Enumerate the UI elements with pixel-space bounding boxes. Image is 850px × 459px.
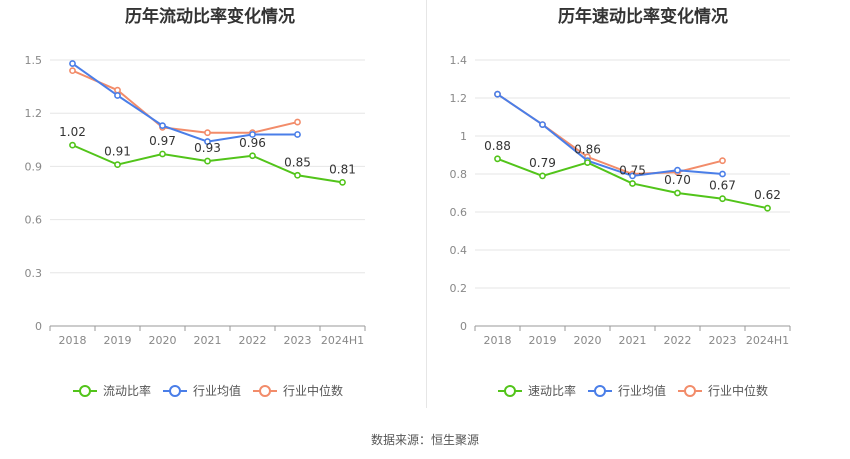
data-point xyxy=(114,86,121,94)
y-tick-label: 1.4 xyxy=(450,54,468,67)
x-tick-label: 2024H1 xyxy=(321,334,364,347)
data-point xyxy=(294,118,301,126)
data-point xyxy=(629,172,636,180)
legend-marker xyxy=(169,385,181,397)
data-point xyxy=(69,67,76,75)
data-point xyxy=(159,150,166,158)
data-point xyxy=(719,170,726,178)
data-source: 数据来源：恒生聚源 xyxy=(370,433,479,447)
data-label: 0.97 xyxy=(149,134,176,148)
data-label: 1.02 xyxy=(59,125,86,139)
legend-label[interactable]: 行业中位数 xyxy=(283,383,343,398)
data-point xyxy=(294,171,301,179)
y-tick-label: 1.5 xyxy=(25,54,43,67)
data-point xyxy=(294,131,301,138)
data-label: 0.70 xyxy=(664,173,691,187)
y-tick-label: 0 xyxy=(460,320,467,333)
data-point xyxy=(204,157,211,165)
x-tick-label: 2022 xyxy=(664,334,692,347)
data-point xyxy=(494,90,501,98)
data-label: 0.93 xyxy=(194,141,221,155)
x-tick-label: 2021 xyxy=(194,334,222,347)
y-tick-label: 1 xyxy=(460,130,467,143)
data-label: 0.96 xyxy=(239,136,266,150)
data-point xyxy=(539,121,546,128)
data-label: 0.91 xyxy=(104,145,131,159)
series-line-1 xyxy=(496,93,723,177)
data-point xyxy=(629,180,636,187)
data-point xyxy=(69,141,76,149)
series-line-2 xyxy=(72,69,298,134)
y-tick-label: 0.8 xyxy=(450,168,468,181)
legend-label[interactable]: 流动比率 xyxy=(103,383,151,398)
data-point xyxy=(204,138,211,145)
x-tick-label: 2021 xyxy=(619,334,647,347)
legend-label[interactable]: 速动比率 xyxy=(528,383,576,398)
data-point xyxy=(204,129,211,137)
legend-marker xyxy=(594,385,606,397)
data-point xyxy=(114,92,121,99)
y-tick-label: 0.4 xyxy=(450,244,468,257)
x-tick-label: 2019 xyxy=(104,334,132,347)
y-tick-label: 0.6 xyxy=(25,214,43,227)
data-label: 0.79 xyxy=(529,156,556,170)
y-tick-label: 0 xyxy=(35,320,42,333)
data-label: 0.86 xyxy=(574,143,601,157)
x-tick-label: 2022 xyxy=(239,334,267,347)
data-label: 0.75 xyxy=(619,164,646,178)
y-tick-label: 0.9 xyxy=(25,160,43,173)
y-tick-label: 0.3 xyxy=(25,267,43,280)
data-point xyxy=(719,195,726,203)
data-point xyxy=(249,152,256,160)
data-point xyxy=(114,161,121,169)
chart-title-current-ratio: 历年流动比率变化情况 xyxy=(125,7,295,27)
data-point xyxy=(539,172,546,180)
data-point xyxy=(584,159,591,166)
data-point xyxy=(764,204,771,212)
data-label: 0.62 xyxy=(754,188,781,202)
data-point xyxy=(674,189,681,197)
quick-ratio-chart: 0 0.2 0.4 0.6 0.8 1 1.2 1.4 2018 2019 2020 2021 2022… xyxy=(450,54,791,398)
legend-label[interactable]: 行业均值 xyxy=(193,383,241,398)
y-tick-label: 1.2 xyxy=(450,92,468,105)
data-point xyxy=(719,157,726,165)
y-tick-label: 1.2 xyxy=(25,107,43,120)
x-tick-label: 2023 xyxy=(709,334,737,347)
x-tick-label: 2018 xyxy=(59,334,87,347)
data-point xyxy=(339,178,346,186)
legend-marker xyxy=(259,385,271,397)
x-tick-label: 2020 xyxy=(574,334,602,347)
x-tick-label: 2023 xyxy=(284,334,312,347)
x-tick-label: 2019 xyxy=(529,334,557,347)
legend-marker xyxy=(504,385,516,397)
legend-label[interactable]: 行业中位数 xyxy=(708,383,768,398)
data-point xyxy=(674,166,681,174)
legend-label[interactable]: 行业均值 xyxy=(618,383,666,398)
data-label: 0.88 xyxy=(484,139,511,153)
data-point xyxy=(249,131,256,138)
x-tick-label: 2020 xyxy=(149,334,177,347)
chart-title-quick-ratio: 历年速动比率变化情况 xyxy=(558,7,728,27)
data-label: 0.81 xyxy=(329,162,356,176)
current-ratio-chart: 0 0.3 0.6 0.9 1.2 1.5 2018 2019 2020 2021 2022 2023… xyxy=(25,54,366,398)
x-tick-label: 2024H1 xyxy=(746,334,789,347)
legend-marker xyxy=(684,385,696,397)
data-point xyxy=(69,60,76,67)
y-tick-label: 0.2 xyxy=(450,282,468,295)
series-line-1 xyxy=(71,62,298,143)
data-label: 0.67 xyxy=(709,179,736,193)
data-point xyxy=(494,155,501,163)
chart-divider xyxy=(426,0,427,408)
legend-marker xyxy=(79,385,91,397)
y-tick-label: 0.6 xyxy=(450,206,468,219)
data-label: 0.85 xyxy=(284,155,311,169)
data-point xyxy=(159,122,166,130)
x-tick-label: 2018 xyxy=(484,334,512,347)
